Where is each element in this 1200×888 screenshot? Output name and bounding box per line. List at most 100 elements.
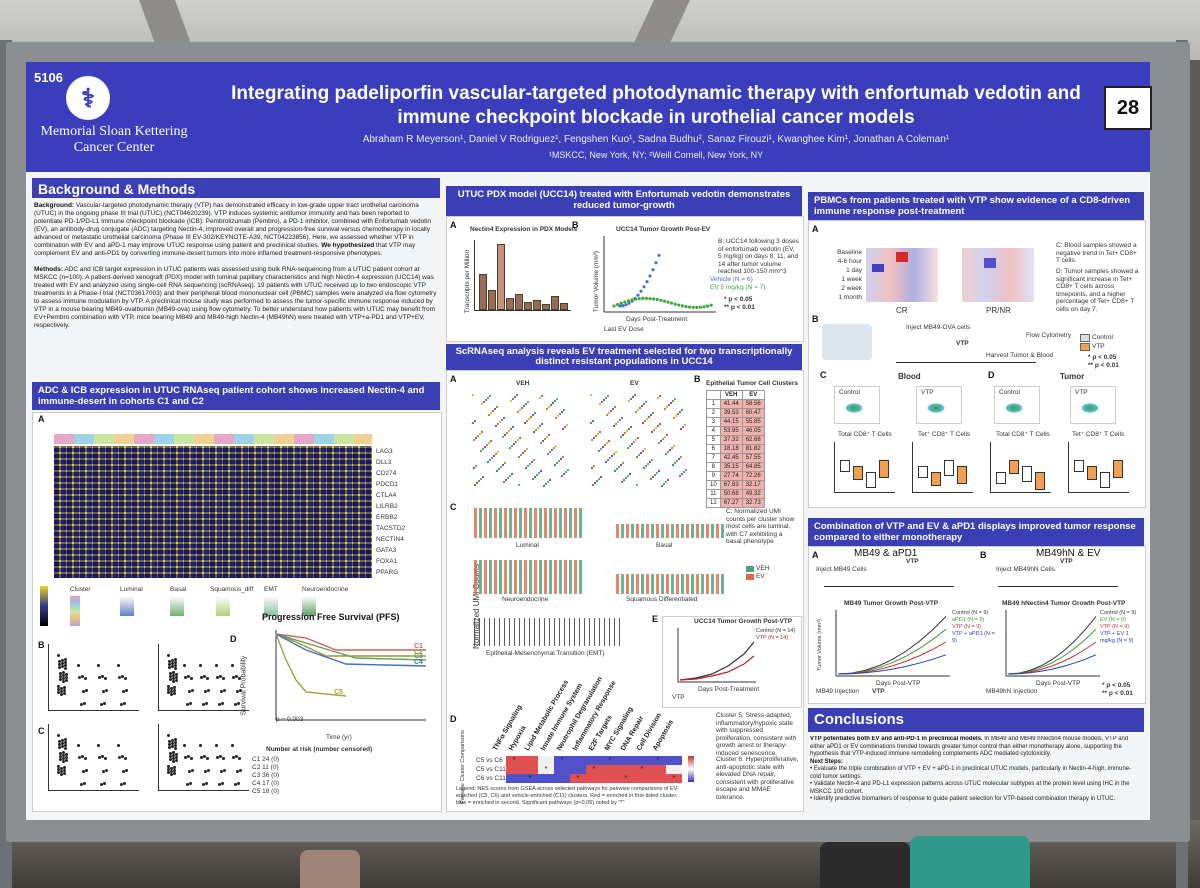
table-cell: 46.05 xyxy=(741,426,765,436)
umap-point xyxy=(479,433,481,435)
dot xyxy=(65,679,68,682)
ev-point xyxy=(659,298,663,302)
vehicle-point xyxy=(627,301,631,305)
visitor-silhouette xyxy=(300,850,360,888)
gsea-cell xyxy=(618,765,634,774)
dot xyxy=(62,671,65,674)
dot xyxy=(65,676,68,679)
umap-point xyxy=(524,422,526,424)
dot xyxy=(118,756,121,759)
gsea-cell: * xyxy=(538,765,554,774)
umap-point xyxy=(528,418,530,420)
dot xyxy=(98,756,101,759)
legend-basal: Basal xyxy=(170,586,187,593)
umap-point xyxy=(547,453,549,455)
umap-point xyxy=(628,428,630,430)
dot xyxy=(64,744,67,747)
gene-label: CTLA4 xyxy=(376,492,397,499)
dot xyxy=(167,685,170,688)
umap-point xyxy=(564,426,566,428)
combo-label-b: B xyxy=(980,550,987,560)
umap-point xyxy=(548,406,550,408)
table-cell: 10 xyxy=(706,480,721,490)
background-paragraph: Vascular-targeted photodynamic therapy (… xyxy=(34,202,432,249)
umap-point xyxy=(594,482,596,484)
e-control-line xyxy=(679,641,755,681)
pdx-panel xyxy=(446,216,804,342)
gsea-cell xyxy=(586,774,602,783)
dot xyxy=(57,768,60,771)
flow-control-label: Control xyxy=(839,389,860,396)
combo-a-legend: Control (N = 9) aPD1 (N = 9) VTP (N = 9) VT… xyxy=(952,610,1000,645)
dot xyxy=(59,672,62,675)
dot xyxy=(57,734,60,737)
umap-point xyxy=(595,435,597,437)
methods-paragraph: ADC and ICB target expression in UTUC pa… xyxy=(34,266,437,329)
combo-heading: Combination of VTP and EV & aPD1 display… xyxy=(808,518,1144,546)
pdx-bar-chart xyxy=(474,240,571,311)
dot-plot-axes xyxy=(48,644,139,711)
table-cell: 12 xyxy=(706,498,721,508)
umap-point xyxy=(552,402,554,404)
dot xyxy=(204,770,207,773)
dot xyxy=(174,667,177,670)
next-step: Evaluate the triple combination of VTP +… xyxy=(810,766,1132,780)
umap-point xyxy=(474,484,476,486)
table-cell: 49.32 xyxy=(741,489,765,499)
background-label: Background: xyxy=(34,202,75,209)
box xyxy=(996,472,1006,484)
umap-point xyxy=(502,436,504,438)
scrna-label-d: D xyxy=(450,714,457,724)
umap-point xyxy=(667,479,669,481)
umap-point xyxy=(562,428,564,430)
pair-list: C5 vs C6 C5 vs C11 C6 vs C11 xyxy=(476,756,516,783)
dot xyxy=(189,702,192,705)
umap-point xyxy=(475,465,477,467)
gsea-cell xyxy=(522,756,538,765)
risk-table: C1 24 (0) C2 11 (0) C3 36 (0) C4 17 (0) … xyxy=(252,756,432,796)
gsea-cell xyxy=(602,774,618,783)
table-header-row: VEH EV xyxy=(706,390,765,400)
mouse-illustration xyxy=(822,324,872,360)
dot xyxy=(236,690,239,693)
km-pvalue: p = 0.003 xyxy=(276,716,304,723)
dot xyxy=(65,756,68,759)
gsea-cell xyxy=(538,756,554,765)
gsea-cell xyxy=(522,765,538,774)
dot xyxy=(173,772,176,775)
table-cell: 60.47 xyxy=(741,408,765,418)
umap-point xyxy=(658,442,660,444)
ev-point xyxy=(616,303,620,307)
umap-point xyxy=(565,471,567,473)
dot xyxy=(117,664,120,667)
dot-plots xyxy=(48,644,249,802)
dot xyxy=(124,757,127,760)
umap-point xyxy=(474,420,476,422)
significance-2: ** p < 0.01 xyxy=(724,304,755,311)
legend-emt: EMT xyxy=(264,586,278,593)
gene-label: PPARG xyxy=(376,569,399,576)
umap-point xyxy=(600,448,602,450)
dot xyxy=(169,755,172,758)
umap-point xyxy=(659,423,661,425)
umap-plots xyxy=(462,388,692,498)
table-cell: 3 xyxy=(706,417,721,427)
combo-ylabel: Tumor Volume (mm³) xyxy=(816,619,823,671)
umap-point xyxy=(619,419,621,421)
table-row: 9 27.74 72.26 xyxy=(706,471,765,481)
dot xyxy=(173,769,176,772)
gsea-cell: * xyxy=(570,774,586,783)
dot xyxy=(187,755,190,758)
scrna-label-b: B xyxy=(694,374,701,384)
dot xyxy=(120,783,123,786)
dot xyxy=(223,769,226,772)
scrna-label-c: C xyxy=(450,502,457,512)
dot xyxy=(238,757,241,760)
dot xyxy=(172,757,175,760)
dot xyxy=(172,677,175,680)
timepoint: Baseline xyxy=(837,249,862,256)
combo-series-line xyxy=(1007,616,1097,675)
dot xyxy=(64,661,67,664)
combo-b-legend: Control (N = 9) EV (N = 9) VTP (N = 9) VTP … xyxy=(1100,610,1142,645)
km-curve xyxy=(275,633,426,661)
